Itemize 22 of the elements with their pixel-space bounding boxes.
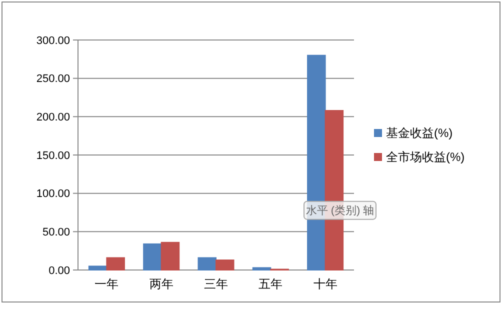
legend-label: 基金收益(%) xyxy=(386,126,453,140)
y-tick-label: 100.00 xyxy=(36,188,70,200)
y-tick-label: 150.00 xyxy=(36,150,70,162)
y-tick-label: 300.00 xyxy=(36,34,70,47)
y-tick-label: 200.00 xyxy=(36,112,70,124)
bar xyxy=(216,260,234,270)
x-tick-label: 一年 xyxy=(94,277,119,291)
bar xyxy=(198,257,216,270)
bar xyxy=(88,266,108,270)
bar xyxy=(106,257,125,270)
x-tick-label: 两年 xyxy=(149,277,174,291)
y-tick-label: 250.00 xyxy=(36,73,70,86)
x-tick-label: 五年 xyxy=(258,277,283,291)
y-tick-label: 50.00 xyxy=(42,226,70,239)
bar xyxy=(160,242,180,270)
bar xyxy=(252,267,272,270)
y-tick-label: 0.00 xyxy=(48,264,70,277)
bar xyxy=(143,243,162,270)
x-tick-label: 十年 xyxy=(313,277,338,291)
x-tick-label: 三年 xyxy=(204,277,228,291)
annotation: 水平 (类别) 轴 xyxy=(306,204,374,218)
legend-label: 全市场收益(%) xyxy=(386,150,465,164)
